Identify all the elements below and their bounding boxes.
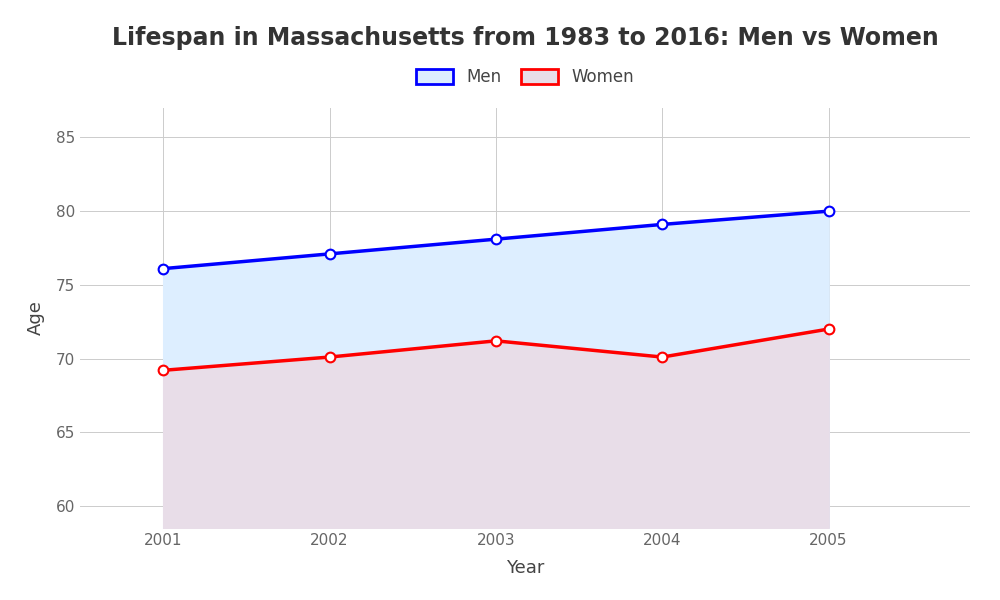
X-axis label: Year: Year <box>506 559 544 577</box>
Title: Lifespan in Massachusetts from 1983 to 2016: Men vs Women: Lifespan in Massachusetts from 1983 to 2… <box>112 26 938 50</box>
Y-axis label: Age: Age <box>27 301 45 335</box>
Legend: Men, Women: Men, Women <box>409 62 641 93</box>
